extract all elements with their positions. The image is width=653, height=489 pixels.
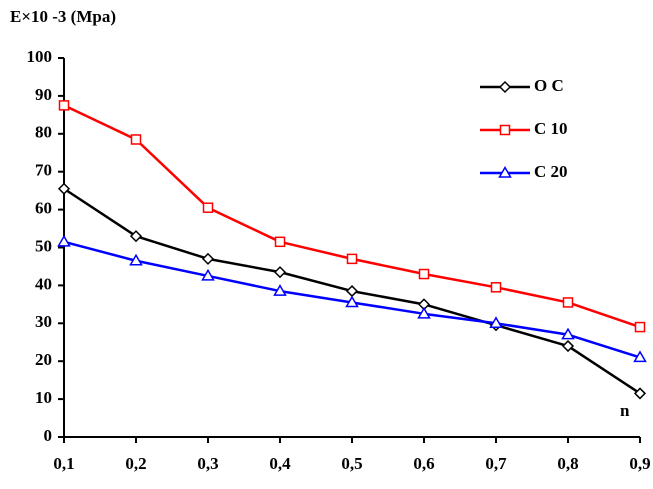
x-tick-label: 0,4 bbox=[269, 454, 291, 473]
legend-marker bbox=[498, 166, 512, 178]
marker bbox=[634, 321, 646, 333]
marker bbox=[202, 202, 214, 213]
y-tick-label: 0 bbox=[44, 426, 53, 445]
marker bbox=[130, 134, 142, 145]
x-tick-label: 0,3 bbox=[197, 454, 218, 473]
marker bbox=[57, 234, 71, 247]
y-tick-label: 50 bbox=[35, 236, 52, 255]
legend-marker bbox=[499, 124, 511, 136]
marker bbox=[489, 316, 503, 329]
marker bbox=[561, 327, 575, 340]
x-tick-label: 0,9 bbox=[629, 454, 650, 473]
marker bbox=[273, 266, 287, 279]
marker bbox=[417, 306, 431, 319]
y-tick-label: 80 bbox=[35, 123, 52, 142]
marker bbox=[561, 339, 575, 353]
y-tick-label: 100 bbox=[27, 47, 53, 66]
marker bbox=[201, 252, 215, 265]
x-tick-label: 0,6 bbox=[413, 454, 434, 473]
marker bbox=[274, 236, 286, 248]
marker bbox=[562, 297, 574, 308]
x-tick-label: 0,8 bbox=[557, 454, 578, 473]
y-tick-label: 30 bbox=[35, 312, 52, 331]
legend-label: O C bbox=[534, 76, 564, 95]
marker bbox=[129, 253, 143, 266]
x-axis-annotation: n bbox=[620, 401, 630, 420]
marker bbox=[490, 282, 502, 293]
marker bbox=[345, 285, 359, 298]
y-tick-label: 40 bbox=[35, 274, 52, 293]
marker bbox=[346, 253, 358, 265]
y-tick-label: 60 bbox=[35, 199, 52, 218]
y-tick-label: 70 bbox=[35, 161, 52, 180]
marker bbox=[345, 295, 359, 308]
y-axis-label: E×10 -3 (Mpa) bbox=[10, 7, 116, 26]
marker bbox=[418, 268, 430, 280]
marker bbox=[633, 350, 647, 363]
y-tick-label: 20 bbox=[35, 350, 52, 369]
x-tick-label: 0,2 bbox=[125, 454, 146, 473]
y-tick-label: 90 bbox=[35, 85, 52, 104]
marker bbox=[57, 182, 71, 195]
x-tick-label: 0,1 bbox=[53, 454, 74, 473]
marker bbox=[58, 100, 70, 111]
x-tick-label: 0,7 bbox=[485, 454, 507, 473]
marker bbox=[129, 230, 143, 243]
legend-marker bbox=[498, 80, 512, 94]
legend-label: C 10 bbox=[534, 119, 568, 138]
marker bbox=[633, 387, 647, 400]
legend-label: C 20 bbox=[534, 162, 568, 181]
x-tick-label: 0,5 bbox=[341, 454, 362, 473]
y-tick-label: 10 bbox=[35, 388, 52, 407]
marker bbox=[273, 284, 287, 296]
marker bbox=[201, 268, 215, 281]
